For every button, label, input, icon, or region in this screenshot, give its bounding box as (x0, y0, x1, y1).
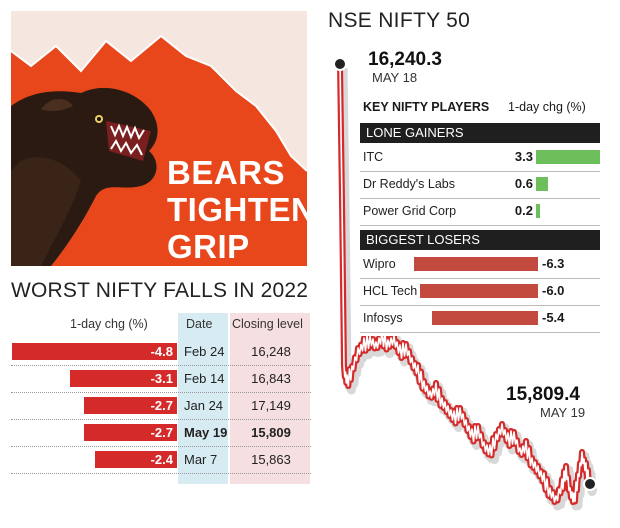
fall-close: 15,809 (251, 425, 291, 440)
loser-bar (431, 311, 538, 325)
end-value: 15,809.4 (506, 384, 580, 405)
gainer-value: 3.3 (514, 149, 533, 164)
fall-row-divider (11, 473, 311, 474)
start-point-marker (333, 57, 347, 71)
player-row-divider (360, 332, 600, 333)
loser-value: -6.3 (542, 256, 565, 271)
fall-change-value: -4.8 (150, 344, 173, 359)
fall-row-divider (11, 446, 311, 447)
fall-row-divider (11, 365, 311, 366)
loser-value: -6.0 (542, 283, 565, 298)
gainer-bar (536, 204, 540, 218)
nse-title: NSE NIFTY 50 (328, 9, 471, 32)
hero-graphic (11, 11, 307, 266)
gainer-value: 0.2 (514, 203, 533, 218)
gainer-bar (536, 177, 548, 191)
fall-change-value: -2.7 (150, 425, 173, 440)
falls-header-close: Closing level (232, 317, 303, 331)
loser-bar (419, 284, 538, 298)
fall-bar (70, 370, 177, 387)
fall-row-divider (11, 392, 311, 393)
loser-name: Infosys (363, 311, 403, 325)
gainers-header: LONE GAINERS (360, 123, 600, 143)
gainer-name: Power Grid Corp (363, 204, 457, 218)
gainer-value: 0.6 (514, 176, 533, 191)
fall-bar (12, 343, 177, 360)
loser-value: -5.4 (542, 310, 565, 325)
hero-line-1: BEARS (167, 154, 286, 191)
fall-row-divider (11, 419, 311, 420)
player-row-divider (360, 305, 600, 306)
falls-header-change: 1-day chg (%) (70, 317, 148, 331)
fall-change-value: -2.4 (150, 452, 173, 467)
losers-header: BIGGEST LOSERS (360, 230, 600, 250)
fall-date: Mar 7 (184, 452, 218, 467)
fall-date: Feb 14 (184, 371, 225, 386)
hero-image: BEARS TIGHTEN GRIP (11, 11, 307, 266)
falls-header-date: Date (186, 317, 213, 331)
end-date: MAY 19 (540, 405, 586, 420)
date-column-bg (178, 313, 228, 484)
fall-change-value: -3.1 (150, 371, 173, 386)
gainer-bar (536, 150, 600, 164)
fall-date: Jan 24 (184, 398, 224, 413)
start-value: 16,240.3 (368, 49, 442, 70)
hero-line-2: TIGHTEN (167, 191, 307, 228)
fall-date: May 19 (184, 425, 228, 440)
close-column-bg (230, 313, 310, 484)
bear-icon (11, 87, 158, 266)
fall-bar (84, 424, 177, 441)
loser-name: HCL Tech (363, 284, 418, 298)
player-row-divider (360, 225, 600, 226)
fall-close: 16,843 (251, 371, 291, 386)
falls-title: WORST NIFTY FALLS IN 2022 (11, 279, 309, 302)
players-change-header: 1-day chg (%) (508, 100, 586, 114)
player-row-divider (360, 198, 600, 199)
fall-close: 17,149 (251, 398, 291, 413)
fall-close: 16,248 (251, 344, 291, 359)
loser-name: Wipro (363, 257, 396, 271)
fall-change-value: -2.7 (150, 398, 173, 413)
player-row-divider (360, 171, 600, 172)
start-date: MAY 18 (372, 70, 418, 85)
fall-bar (84, 397, 177, 414)
gainer-name: Dr Reddy's Labs (363, 177, 456, 191)
loser-bar (414, 257, 538, 271)
gainer-name: ITC (363, 150, 384, 164)
key-players-panel: KEY NIFTY PLAYERS 1-day chg (%) LONE GAI… (360, 96, 600, 336)
fall-close: 15,863 (251, 452, 291, 467)
hero-background-chart (11, 11, 307, 171)
hero-line-3: GRIP (167, 228, 250, 265)
player-row-divider (360, 278, 600, 279)
fall-bar (94, 451, 177, 468)
end-point-marker (583, 477, 597, 491)
players-title: KEY NIFTY PLAYERS (363, 100, 490, 114)
fall-date: Feb 24 (184, 344, 225, 359)
